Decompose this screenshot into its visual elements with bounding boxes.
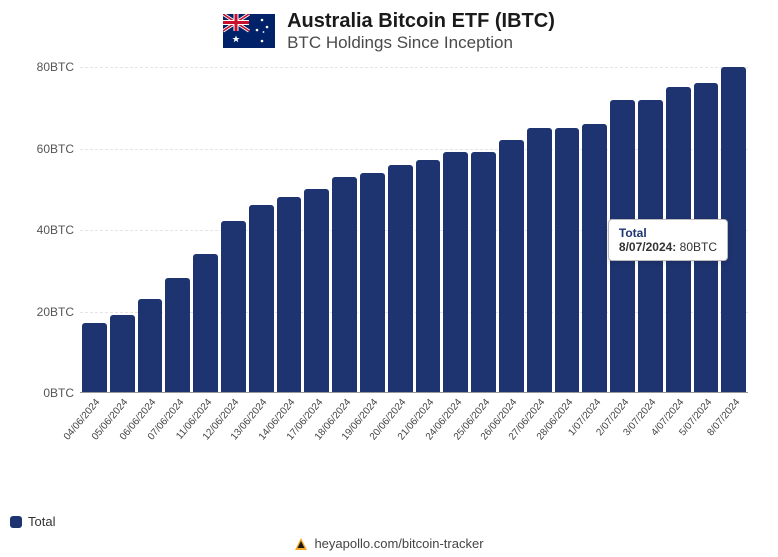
bar[interactable]: [443, 152, 468, 392]
bar[interactable]: [555, 128, 580, 392]
bar[interactable]: [82, 323, 107, 392]
tooltip-row: 8/07/2024: 80BTC: [619, 240, 717, 254]
bar[interactable]: [471, 152, 496, 392]
tooltip-date: 8/07/2024:: [619, 240, 676, 254]
australia-flag-icon: [223, 14, 275, 48]
tooltip: Total 8/07/2024: 80BTC: [608, 219, 728, 261]
legend: Total: [10, 514, 55, 529]
tooltip-title: Total: [619, 226, 717, 240]
legend-swatch: [10, 516, 22, 528]
bar[interactable]: [416, 160, 441, 392]
chart-area: 0BTC 20BTC 40BTC 60BTC 80BTC Total 8/07/2024…: [20, 63, 758, 463]
bar[interactable]: [582, 124, 607, 392]
x-axis: 04/06/202405/06/202406/06/202407/06/2024…: [80, 393, 748, 463]
y-tick-label: 40BTC: [37, 223, 74, 237]
y-tick-label: 80BTC: [37, 60, 74, 74]
bar[interactable]: [527, 128, 552, 392]
footer-text: heyapollo.com/bitcoin-tracker: [314, 536, 483, 551]
bar[interactable]: [221, 221, 246, 392]
y-tick-label: 60BTC: [37, 142, 74, 156]
x-label-slot: 8/07/2024: [721, 393, 746, 463]
bar[interactable]: [277, 197, 302, 392]
tooltip-value: 80BTC: [680, 240, 717, 254]
bar[interactable]: [138, 299, 163, 392]
chart-container: Australia Bitcoin ETF (IBTC) BTC Holding…: [0, 0, 778, 557]
y-tick-label: 0BTC: [43, 386, 74, 400]
footer: heyapollo.com/bitcoin-tracker: [0, 536, 778, 551]
legend-label: Total: [28, 514, 55, 529]
y-tick-label: 20BTC: [37, 305, 74, 319]
bar[interactable]: [499, 140, 524, 392]
bar[interactable]: [304, 189, 329, 392]
bar[interactable]: [110, 315, 135, 392]
bar[interactable]: [332, 177, 357, 392]
chart-header: Australia Bitcoin ETF (IBTC) BTC Holding…: [20, 10, 758, 53]
chart-subtitle: BTC Holdings Since Inception: [287, 33, 555, 53]
plot-area: Total 8/07/2024: 80BTC: [80, 67, 748, 393]
bar[interactable]: [360, 173, 385, 392]
chart-title: Australia Bitcoin ETF (IBTC): [287, 10, 555, 33]
bar[interactable]: [193, 254, 218, 392]
y-axis: 0BTC20BTC40BTC60BTC80BTC: [20, 67, 80, 393]
title-block: Australia Bitcoin ETF (IBTC) BTC Holding…: [287, 10, 555, 53]
bar[interactable]: [249, 205, 274, 392]
bar[interactable]: [388, 165, 413, 393]
apollo-logo-icon: [294, 537, 308, 551]
bar[interactable]: [165, 278, 190, 392]
